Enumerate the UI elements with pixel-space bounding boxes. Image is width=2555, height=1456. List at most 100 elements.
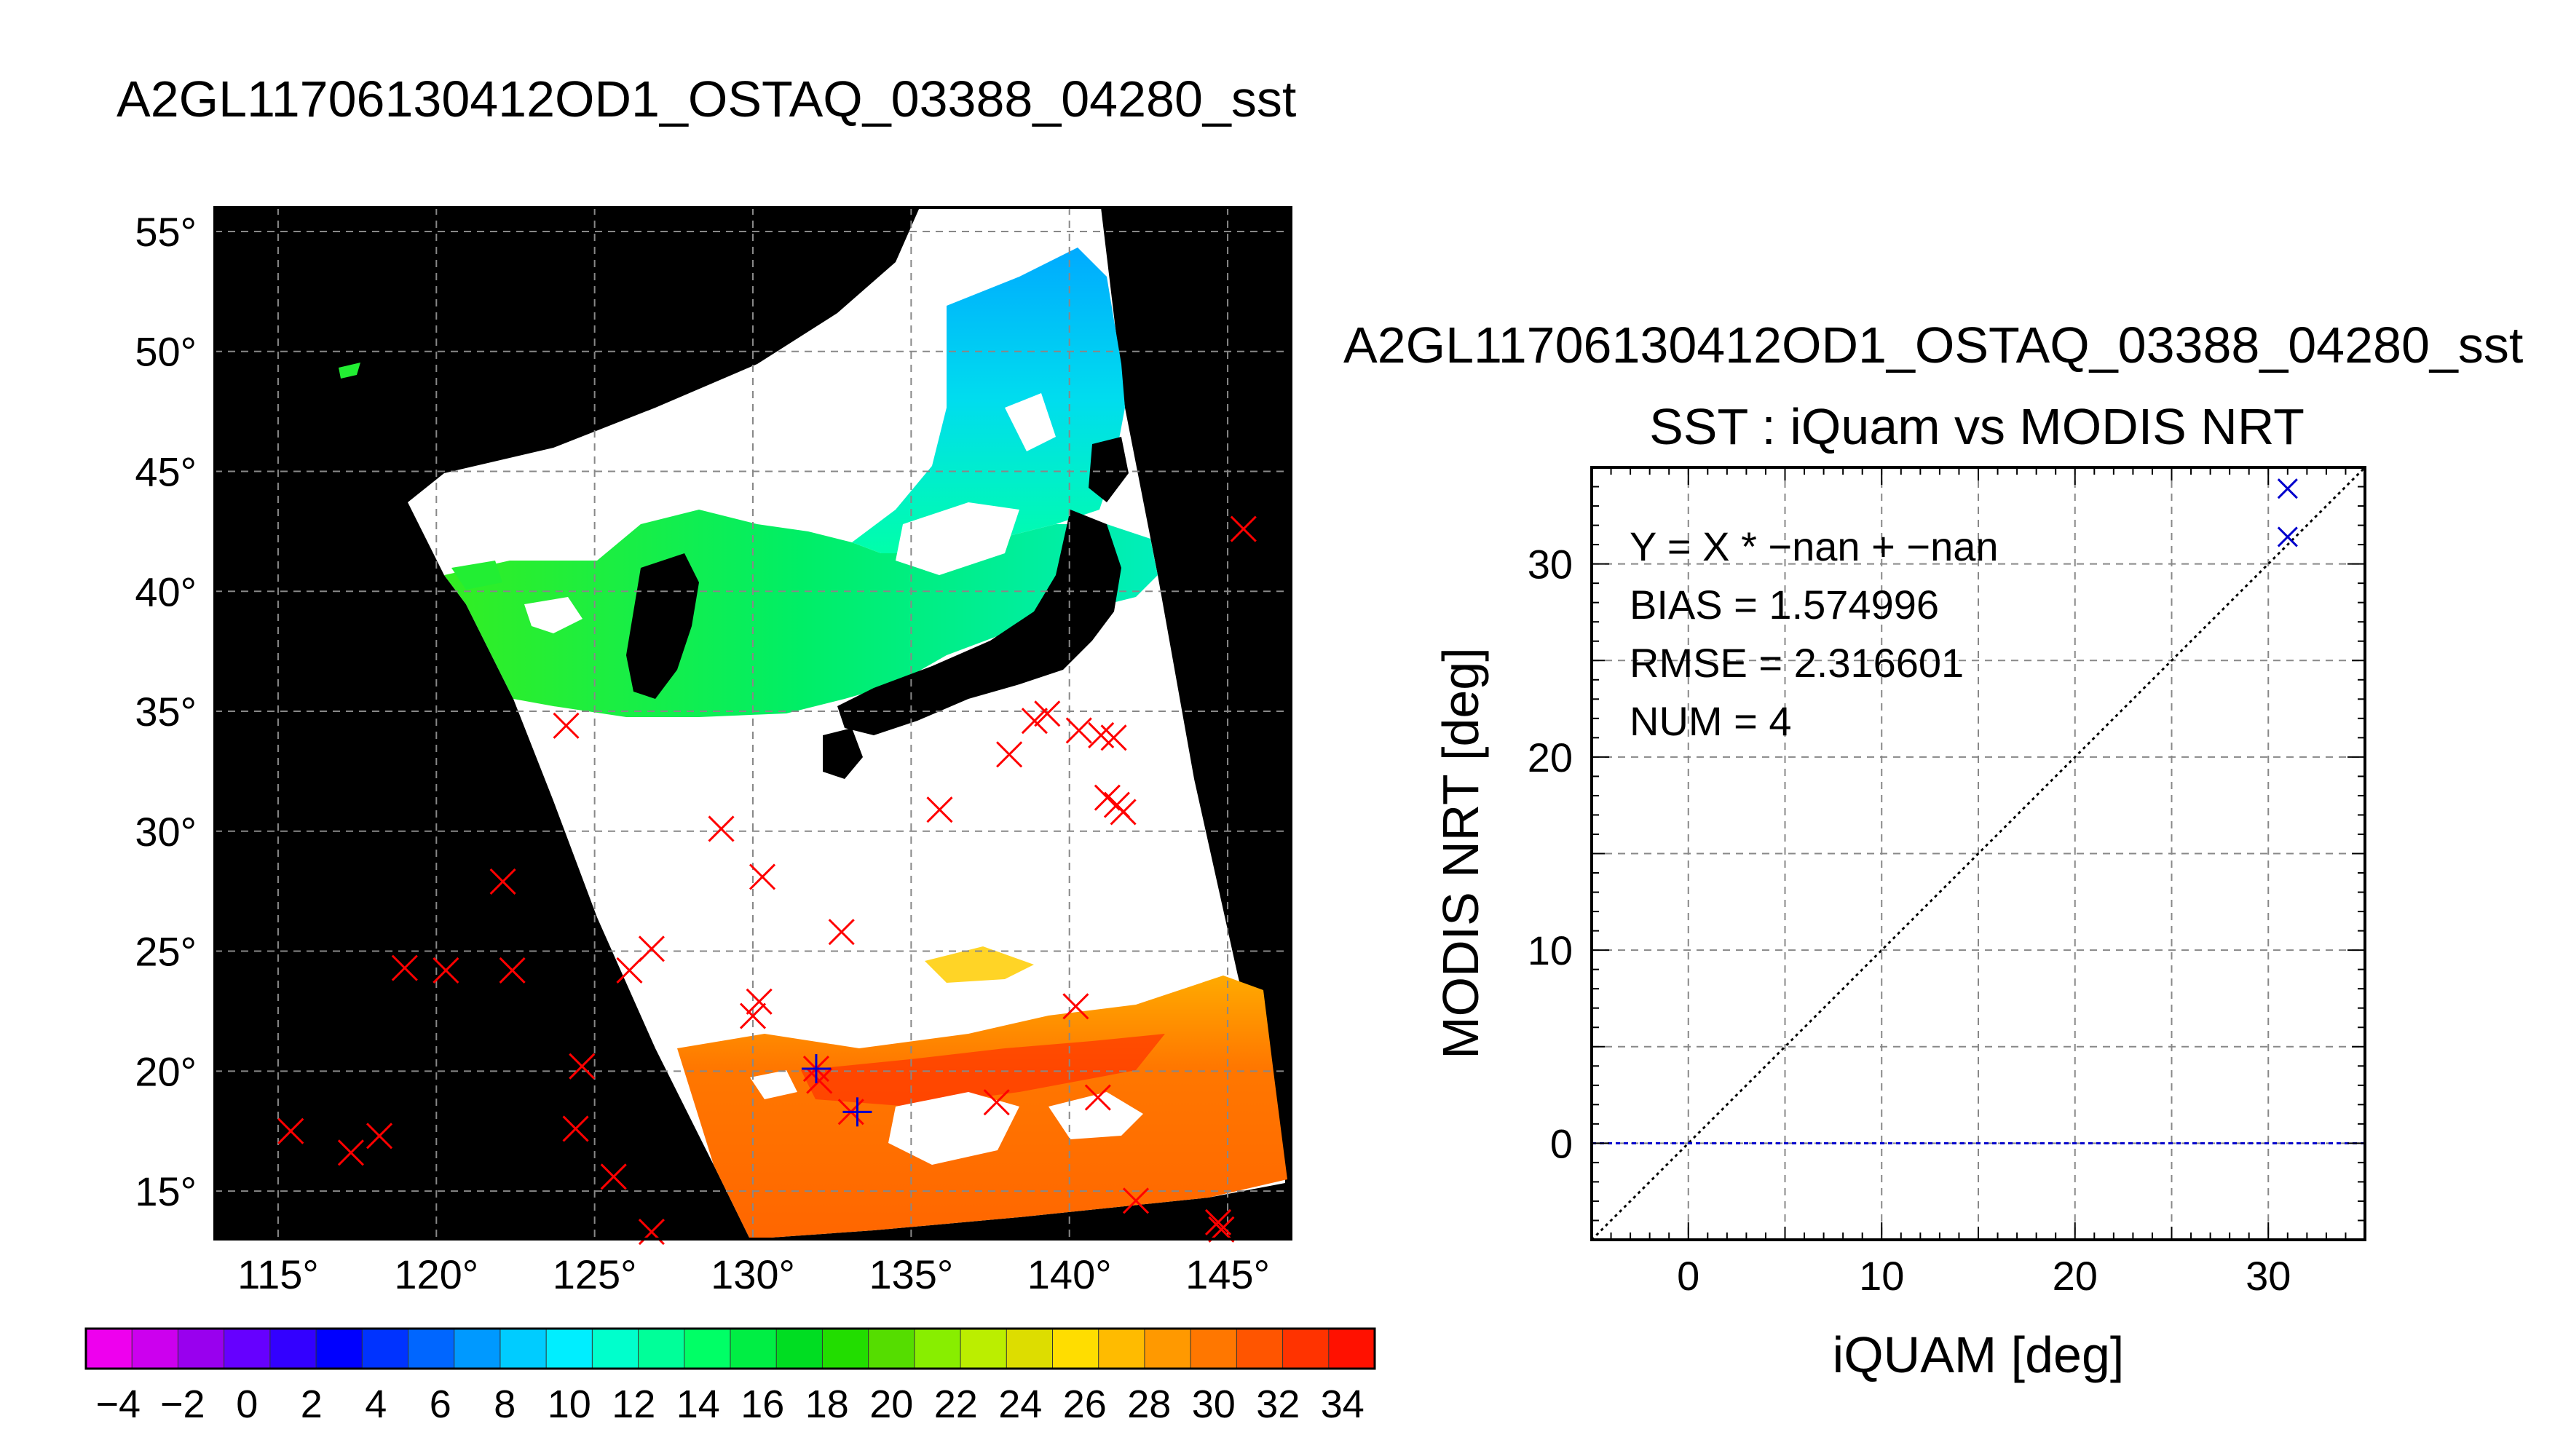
- fit-equation: Y = X * −nan + −nan: [1630, 523, 1999, 569]
- colorbar-segment: [914, 1329, 961, 1369]
- colorbar-tick-label: 10: [548, 1382, 591, 1426]
- scatter-stats: Y = X * −nan + −nan BIAS = 1.574996 RMSE…: [1630, 523, 1999, 744]
- colorbar-segment: [776, 1329, 823, 1369]
- colorbar-tick-label: 4: [365, 1382, 387, 1426]
- lon-tick-label: 145°: [1185, 1251, 1270, 1297]
- main-title: A2GL11706130412OD1_OSTAQ_03388_04280_sst: [117, 71, 1296, 127]
- colorbar-segment: [1190, 1329, 1237, 1369]
- colorbar-tick-label: 2: [301, 1382, 323, 1426]
- iquam-marker: [1110, 799, 1137, 826]
- lon-tick-label: 120°: [394, 1251, 478, 1297]
- land-kyushu: [823, 728, 863, 779]
- lat-tick-label: 15°: [135, 1168, 197, 1214]
- y-tick-label: 20: [1528, 735, 1573, 780]
- iquam-marker: [1062, 993, 1089, 1020]
- colorbar-tick-label: −2: [160, 1382, 205, 1426]
- colorbar-segment: [362, 1329, 408, 1369]
- colorbar-segment: [592, 1329, 639, 1369]
- land-japan: [837, 510, 1121, 735]
- iquam-marker: [806, 1067, 833, 1094]
- iquam-marker: [489, 868, 516, 895]
- colorbar-segment: [224, 1329, 271, 1369]
- colorbar-segment: [178, 1329, 225, 1369]
- colorbar-tick-label: −4: [95, 1382, 141, 1426]
- scatter-ticks: 0 0 10 10 20 20 30 30: [1528, 467, 2366, 1299]
- colorbar-segment: [684, 1329, 731, 1369]
- iquam-marker: [926, 796, 953, 823]
- scatter-point: [2277, 478, 2298, 499]
- map-ticks: 115° 120° 125° 130° 135° 140° 145° 55° 50° 45° 40°…: [135, 209, 1270, 1297]
- colorbar-segment: [408, 1329, 455, 1369]
- map-grid: [215, 207, 1291, 1239]
- lat-tick-label: 55°: [135, 209, 197, 255]
- bias-stat: BIAS = 1.574996: [1630, 582, 1939, 628]
- iquam-marker: [616, 957, 643, 984]
- colorbar-tick-label: 28: [1127, 1382, 1171, 1426]
- colorbar-segment: [1098, 1329, 1145, 1369]
- sst-map: 115° 120° 125° 130° 135° 140° 145° 55° 50° 45° 40°…: [135, 206, 1292, 1297]
- num-stat: NUM = 4: [1630, 698, 1792, 744]
- colorbar-tick-label: 18: [805, 1382, 849, 1426]
- colorbar-tick-label: 6: [430, 1382, 451, 1426]
- lat-tick-label: 50°: [135, 329, 197, 375]
- matched-marker: [801, 1054, 831, 1084]
- iquam-marker: [1122, 1187, 1150, 1214]
- colorbar-tick-label: 34: [1321, 1382, 1365, 1426]
- colorbar-segment: [1282, 1329, 1330, 1369]
- colorbar-segment: [1328, 1329, 1375, 1369]
- colorbar-segment: [960, 1329, 1007, 1369]
- colorbar-tick-label: 14: [676, 1382, 720, 1426]
- colorbar-segment: [316, 1329, 363, 1369]
- colorbar-segment: [730, 1329, 777, 1369]
- lat-tick-label: 20°: [135, 1048, 197, 1094]
- map-markers: [277, 515, 1257, 1246]
- iquam-marker: [433, 957, 459, 984]
- colorbar-tick-label: 8: [494, 1382, 516, 1426]
- colorbar-segment: [499, 1329, 547, 1369]
- lat-tick-label: 25°: [135, 929, 197, 975]
- iquam-marker: [746, 988, 773, 1015]
- colorbar-segment: [822, 1329, 869, 1369]
- colorbar-segment: [1236, 1329, 1284, 1369]
- sst-field-patch: [451, 561, 502, 590]
- lat-tick-label: 45°: [135, 448, 197, 494]
- iquam-marker: [1230, 515, 1257, 542]
- colorbar-frame: [84, 1327, 1376, 1370]
- cloud-patch: [750, 1070, 797, 1099]
- x-tick-label: 20: [2053, 1253, 2098, 1299]
- sst-field-patch: [339, 363, 360, 379]
- lat-tick-label: 40°: [135, 569, 197, 614]
- lon-tick-label: 115°: [237, 1251, 319, 1297]
- scatter-top-title: A2GL11706130412OD1_OSTAQ_03388_04280_sst: [1343, 317, 2523, 373]
- scatter-title: SST : iQuam vs MODIS NRT: [1649, 398, 2305, 455]
- iquam-marker: [366, 1123, 393, 1150]
- colorbar-segment: [638, 1329, 685, 1369]
- iquam-marker: [391, 954, 418, 981]
- colorbar-segment: [546, 1329, 593, 1369]
- sst-field-yellow: [925, 946, 1034, 983]
- colorbar-segment: [868, 1329, 915, 1369]
- lat-tick-label: 30°: [135, 809, 197, 855]
- map-frame: [213, 206, 1292, 1241]
- colorbar-segment: [1006, 1329, 1053, 1369]
- colorbar-tick-label: 0: [236, 1382, 258, 1426]
- lon-tick-label: 125°: [553, 1251, 637, 1297]
- iquam-marker: [1065, 717, 1092, 744]
- cloud-patch: [888, 1092, 1019, 1165]
- iquam-marker: [1084, 1084, 1111, 1111]
- iquam-marker: [983, 1089, 1010, 1116]
- iquam-marker: [739, 1002, 767, 1029]
- cloud-patch: [896, 502, 1019, 575]
- land-korea: [626, 553, 699, 699]
- colorbar-segment: [454, 1329, 501, 1369]
- iquam-marker: [708, 815, 735, 842]
- colorbar-tick-label: 20: [869, 1382, 913, 1426]
- iquam-marker: [1034, 700, 1061, 727]
- x-axis-label: iQUAM [deg]: [1833, 1326, 2125, 1383]
- colorbar-tick-label: 16: [741, 1382, 784, 1426]
- lon-tick-label: 140°: [1027, 1251, 1112, 1297]
- iquam-marker: [1100, 724, 1127, 751]
- x-tick-label: 30: [2246, 1253, 2291, 1299]
- colorbar-segments: [85, 1329, 1375, 1369]
- y-tick-label: 10: [1528, 927, 1573, 973]
